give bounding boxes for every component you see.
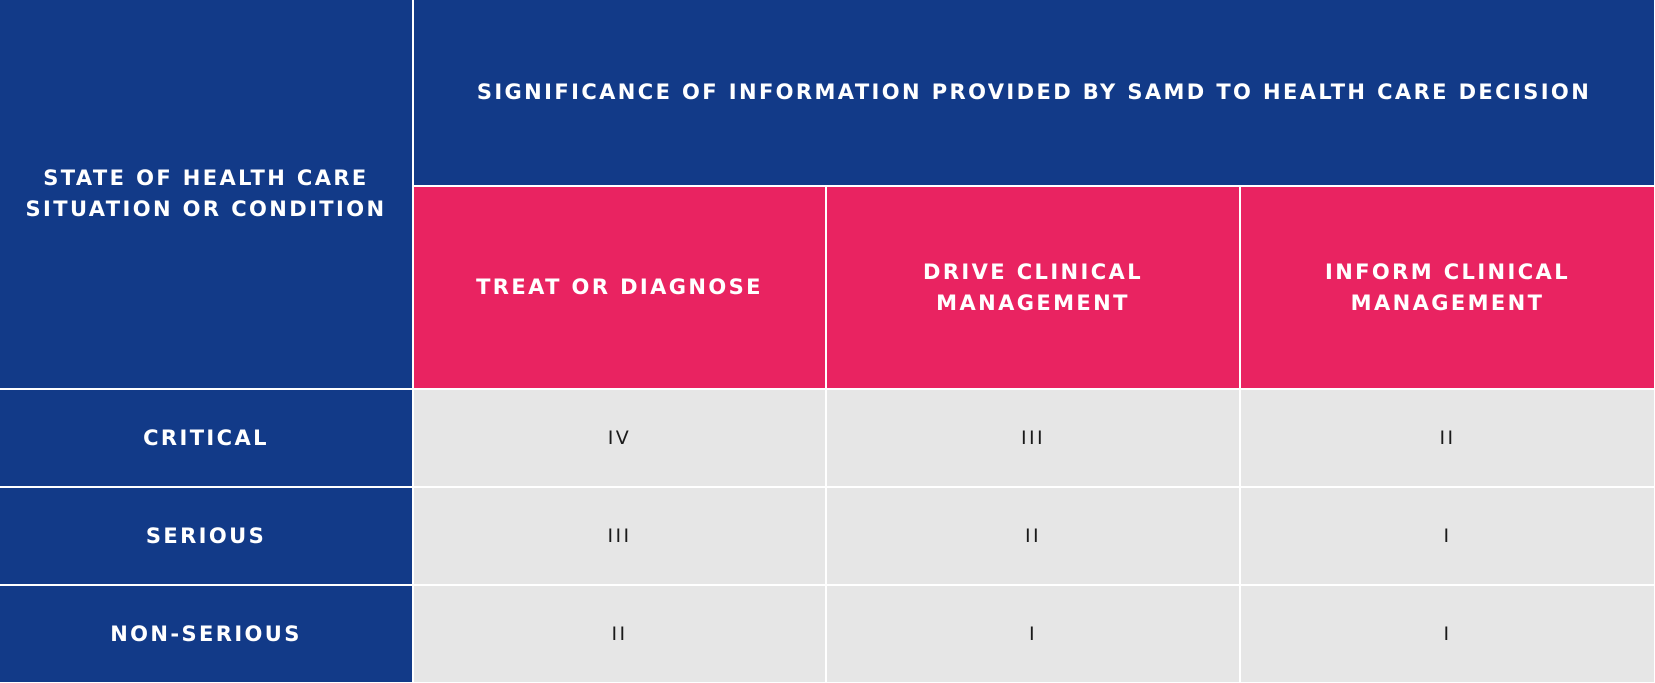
- state-of-condition-header: STATE OF HEALTH CARE SITUATION OR CONDIT…: [0, 0, 412, 388]
- column-header-treat-or-diagnose: TREAT OR DIAGNOSE: [414, 187, 825, 388]
- category-cell: I: [827, 586, 1239, 682]
- category-cell: II: [827, 488, 1239, 584]
- category-cell: III: [827, 390, 1239, 486]
- category-cell: III: [414, 488, 825, 584]
- row-header-non-serious: NON-SERIOUS: [0, 586, 412, 682]
- row-header-serious: SERIOUS: [0, 488, 412, 584]
- column-header-inform-clinical-management: INFORM CLINICAL MANAGEMENT: [1241, 187, 1654, 388]
- row-header-critical: CRITICAL: [0, 390, 412, 486]
- category-cell: I: [1241, 488, 1654, 584]
- category-cell: I: [1241, 586, 1654, 682]
- significance-header: SIGNIFICANCE OF INFORMATION PROVIDED BY …: [414, 0, 1654, 185]
- category-cell: II: [1241, 390, 1654, 486]
- column-header-drive-clinical-management: DRIVE CLINICAL MANAGEMENT: [827, 187, 1239, 388]
- category-cell: IV: [414, 390, 825, 486]
- category-cell: II: [414, 586, 825, 682]
